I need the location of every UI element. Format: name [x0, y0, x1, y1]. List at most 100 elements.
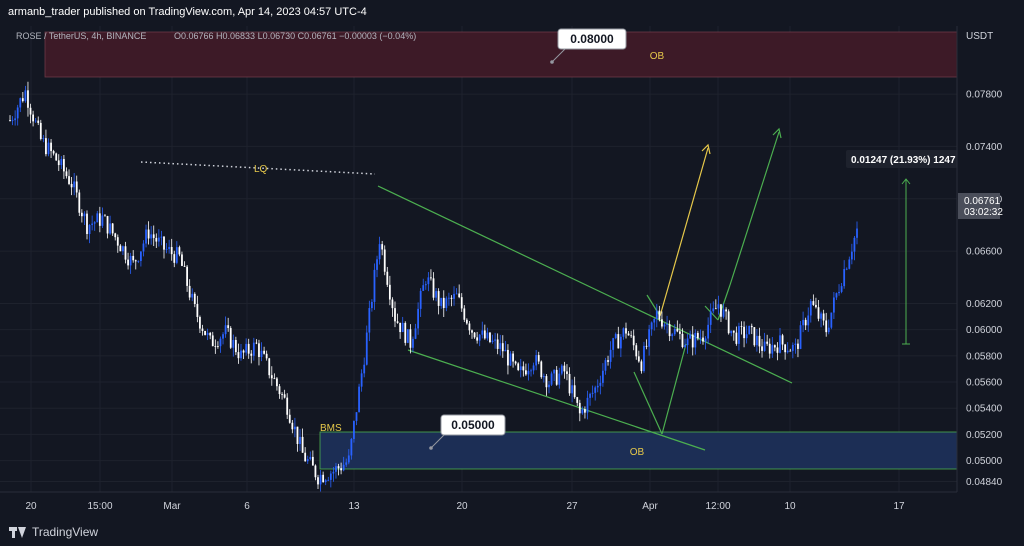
candle-24: [70, 176, 73, 196]
candle-232: [604, 357, 607, 375]
measure-label[interactable]: 0.01247 (21.93%) 1247: [846, 150, 957, 168]
candle-94: [250, 350, 253, 364]
candle-166: [435, 287, 437, 302]
candle-157: [412, 336, 414, 353]
candle-196: [512, 350, 514, 368]
candle-158: [414, 323, 417, 340]
candle-184: [481, 321, 484, 339]
candle-270: [702, 330, 704, 345]
candle-82: [219, 336, 222, 353]
candle-305: [791, 342, 794, 359]
lq-dotted-line[interactable]: [140, 161, 376, 175]
price-axis[interactable]: [957, 26, 1024, 492]
candle-241: [627, 330, 630, 336]
y-tick-10: 0.05000: [966, 456, 1003, 467]
candle-278: [722, 303, 725, 319]
callout-bottom[interactable]: 0.05000: [429, 414, 506, 450]
candle-150: [394, 301, 396, 328]
wedge-pattern[interactable]: [377, 185, 793, 451]
candle-180: [471, 329, 473, 339]
callout-top[interactable]: 0.08000: [550, 28, 627, 64]
tradingview-brand-text: TradingView: [32, 525, 99, 539]
candle-161: [422, 278, 425, 292]
measure-arrow[interactable]: [901, 178, 911, 345]
candle-199: [519, 358, 522, 378]
candle-168: [440, 297, 443, 309]
candle-130: [342, 456, 345, 472]
publish-bar: armanb_trader published on TradingView.c…: [0, 0, 1024, 26]
candle-153: [401, 316, 404, 333]
candle-112: [296, 426, 299, 452]
candle-41: [114, 232, 117, 241]
candle-116: [306, 455, 309, 464]
projection-arrow-green[interactable]: [729, 127, 782, 286]
y-tick-3: 0.06600: [966, 247, 1003, 258]
candle-89: [237, 343, 240, 364]
candle-54: [147, 221, 150, 245]
candle-209: [545, 373, 548, 396]
candle-44: [122, 245, 124, 255]
candle-265: [689, 330, 692, 340]
candle-95: [252, 337, 255, 361]
candle-7: [27, 81, 29, 117]
candle-208: [542, 373, 545, 383]
candle-11: [37, 116, 40, 126]
x-tick-5: 20: [456, 501, 468, 512]
candle-252: [655, 304, 658, 328]
candle-318: [825, 312, 828, 337]
candle-188: [491, 334, 494, 344]
ob-zone-bottom[interactable]: [319, 431, 958, 470]
candle-23: [68, 169, 70, 186]
tradingview-brand[interactable]: TradingView: [9, 525, 98, 539]
candle-280: [727, 309, 730, 335]
candle-1: [11, 116, 14, 126]
y-tick-1: 0.07400: [966, 142, 1003, 153]
candle-212: [553, 369, 556, 382]
candle-219: [571, 379, 573, 403]
candle-8: [29, 103, 32, 124]
candle-143: [376, 255, 378, 278]
time-axis[interactable]: [0, 492, 1024, 518]
candle-106: [281, 392, 283, 400]
candle-126: [332, 467, 335, 482]
candle-262: [681, 328, 684, 349]
candle-18: [55, 152, 58, 161]
candle-144: [378, 236, 381, 265]
candle-279: [725, 307, 727, 320]
candle-15: [47, 138, 50, 157]
candle-200: [522, 361, 525, 377]
candle-213: [555, 366, 558, 386]
candle-253: [658, 305, 661, 322]
candle-49: [134, 259, 137, 270]
candle-290: [753, 326, 756, 347]
candle-304: [789, 348, 792, 352]
candle-38: [106, 215, 109, 239]
candle-92: [245, 338, 248, 356]
candle-115: [304, 447, 307, 462]
ob-zone-top[interactable]: [44, 31, 958, 78]
candle-185: [483, 324, 486, 340]
candle-139: [365, 325, 368, 366]
candle-183: [478, 334, 481, 347]
candle-32: [91, 215, 94, 231]
candle-129: [340, 462, 342, 475]
candle-312: [809, 298, 812, 323]
candle-78: [209, 331, 212, 340]
candle-306: [794, 338, 797, 354]
candle-251: [653, 318, 656, 331]
candle-60: [163, 236, 165, 259]
candle-288: [748, 325, 751, 335]
candle-234: [609, 341, 612, 369]
last-price-badge[interactable]: 0.06761 03:02:32: [958, 193, 1003, 219]
candle-58: [157, 229, 160, 247]
projection-arrow-yellow[interactable]: [659, 143, 711, 317]
candle-141: [371, 299, 373, 312]
candle-42: [116, 234, 119, 253]
candle-178: [465, 318, 468, 325]
price-chart[interactable]: OB OB LQ BMS 0.08000 0.05000: [0, 26, 1024, 518]
candle-132: [347, 449, 350, 465]
candle-69: [186, 265, 188, 292]
legend-ohlc: O0.06766 H0.06833 L0.06730 C0.06761 −0.0…: [174, 31, 416, 41]
candle-125: [329, 470, 332, 488]
candle-117: [309, 451, 312, 461]
